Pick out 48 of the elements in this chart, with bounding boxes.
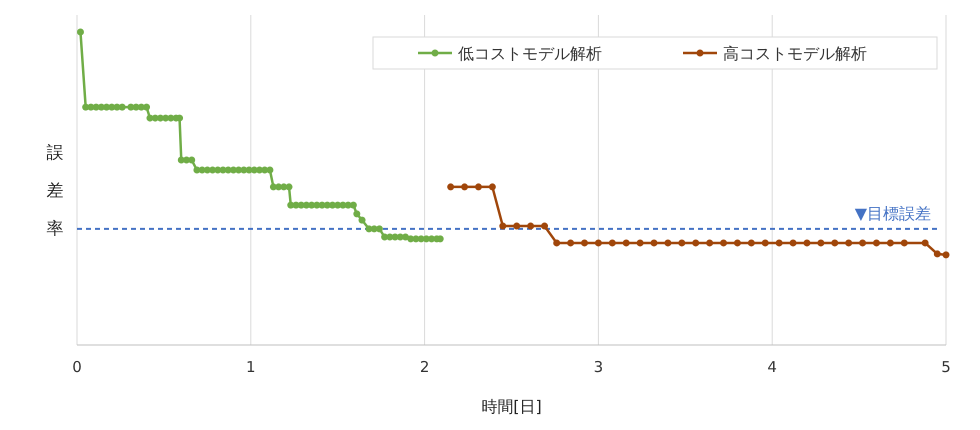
- point: [922, 239, 929, 246]
- point: [461, 183, 468, 190]
- legend-label: 低コストモデル解析: [458, 44, 602, 63]
- point: [817, 239, 824, 246]
- point: [499, 222, 506, 230]
- x-tick-label: 0: [72, 358, 82, 376]
- point: [886, 239, 894, 246]
- point: [513, 222, 520, 230]
- point: [474, 183, 482, 190]
- point: [678, 239, 686, 246]
- point: [872, 239, 880, 246]
- point: [859, 239, 866, 246]
- x-tick-label: 3: [594, 358, 604, 376]
- point: [942, 251, 950, 258]
- point: [553, 239, 560, 246]
- point: [664, 239, 672, 246]
- point: [803, 239, 810, 246]
- point: [831, 239, 838, 246]
- point: [580, 239, 588, 246]
- point: [622, 239, 630, 246]
- point: [934, 250, 941, 258]
- point: [527, 222, 534, 230]
- ref-line-label: ▼目標誤差: [854, 204, 931, 223]
- point: [762, 239, 769, 246]
- point: [447, 183, 454, 190]
- x-tick-label: 1: [246, 358, 256, 376]
- point: [748, 239, 755, 246]
- point: [900, 239, 908, 246]
- x-tick-label: 2: [420, 358, 430, 376]
- point: [636, 239, 644, 246]
- legend-label: 高コストモデル解析: [723, 44, 867, 63]
- x-tick-label: 5: [941, 358, 951, 376]
- point: [541, 222, 548, 230]
- point: [720, 239, 728, 246]
- point: [734, 239, 741, 246]
- x-tick-label: 4: [767, 358, 777, 376]
- point: [650, 239, 658, 246]
- point: [567, 239, 574, 246]
- point: [488, 183, 496, 190]
- point: [594, 239, 602, 246]
- point: [790, 239, 797, 246]
- x-axis-title: 時間[日]: [481, 397, 542, 416]
- point: [776, 239, 783, 246]
- y-axis-title: 誤差率: [46, 143, 64, 239]
- point: [608, 239, 616, 246]
- point: [706, 239, 714, 246]
- point: [845, 239, 852, 246]
- point: [692, 239, 700, 246]
